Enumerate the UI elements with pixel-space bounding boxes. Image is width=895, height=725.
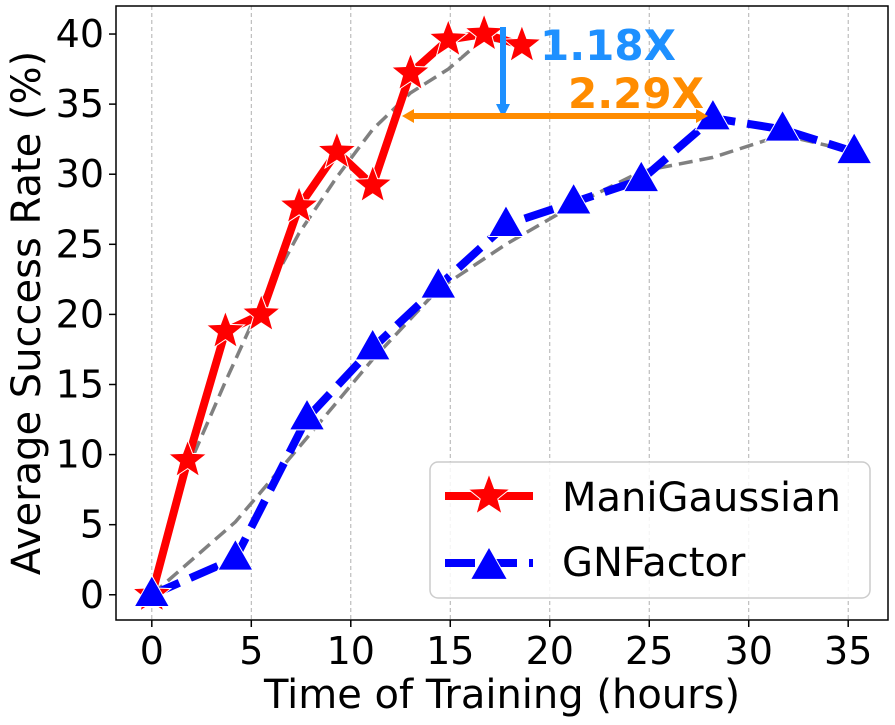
y-tick-label-35: 35 — [56, 82, 104, 126]
x-tick-label-30: 30 — [725, 629, 773, 673]
legend-marker-manigaussian — [466, 472, 512, 515]
point-gnfactor-7 — [622, 159, 660, 193]
y-axis-label: Average Success Rate (%) — [4, 51, 50, 575]
point-manigaussian-2 — [205, 309, 246, 349]
point-manigaussian-7 — [390, 51, 431, 91]
y-tick-label-0: 0 — [80, 573, 104, 617]
y-tick-label-25: 25 — [56, 222, 104, 266]
point-manigaussian-10 — [501, 23, 543, 63]
legend-marker-gnfactor — [469, 545, 509, 580]
point-gnfactor-9 — [764, 109, 801, 142]
point-manigaussian-8 — [427, 18, 469, 57]
y-tick-label-15: 15 — [56, 362, 104, 406]
x-axis-label: Time of Training (hours) — [263, 672, 740, 718]
y-tick-label-10: 10 — [56, 433, 104, 477]
point-manigaussian-9 — [463, 12, 505, 52]
point-gnfactor-4 — [419, 266, 457, 299]
x-tick-label-25: 25 — [625, 629, 673, 673]
point-gnfactor-10 — [835, 131, 873, 165]
x-tick-label-5: 5 — [239, 629, 263, 673]
point-gnfactor-0 — [133, 574, 171, 608]
annotation-1-18x: 1.18X — [540, 21, 676, 70]
x-tick-label-35: 35 — [824, 629, 872, 673]
x-tick-label-20: 20 — [526, 629, 574, 673]
y-tick-label-5: 5 — [80, 503, 104, 547]
point-manigaussian-5 — [316, 130, 358, 170]
x-tick-label-0: 0 — [140, 629, 164, 673]
point-gnfactor-2 — [288, 398, 326, 431]
legend: ManiGaussian GNFactor — [429, 461, 871, 599]
annotation-horizontal-arrowhead-right — [696, 109, 708, 123]
trend-line-manigaussian — [150, 36, 523, 596]
legend-box — [429, 461, 871, 599]
point-manigaussian-3 — [240, 292, 282, 332]
legend-label-gnfactor: GNFactor — [562, 540, 746, 586]
annotation-vertical-arrowhead — [496, 104, 510, 118]
point-gnfactor-1 — [217, 538, 254, 571]
point-gnfactor-5 — [487, 204, 525, 237]
plot-frame — [115, 5, 889, 621]
y-tick-label-20: 20 — [56, 292, 104, 336]
y-tick-label-30: 30 — [56, 152, 104, 196]
speedup-annotations: 1.18X 2.29X — [402, 21, 708, 123]
x-tick-label-10: 10 — [327, 629, 375, 673]
axis-ticks: 0 5 10 15 20 25 30 35 0 5 10 15 20 25 30 35 40 — [56, 12, 873, 673]
point-manigaussian-4 — [278, 185, 320, 224]
annotation-2-29x: 2.29X — [568, 69, 704, 118]
point-gnfactor-3 — [354, 328, 392, 361]
point-manigaussian-1 — [167, 438, 208, 478]
point-manigaussian-6 — [352, 163, 394, 203]
annotation-horizontal-arrowhead-left — [402, 109, 414, 123]
legend-label-manigaussian: ManiGaussian — [562, 475, 841, 521]
x-tick-label-15: 15 — [426, 629, 474, 673]
trend-lines — [150, 36, 855, 597]
series-markers — [131, 12, 873, 613]
point-gnfactor-6 — [555, 182, 592, 215]
y-tick-label-40: 40 — [56, 12, 104, 56]
